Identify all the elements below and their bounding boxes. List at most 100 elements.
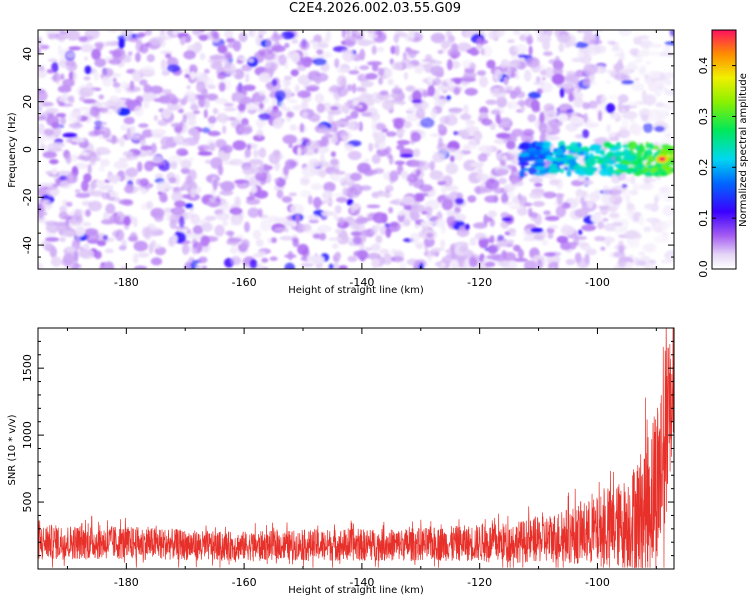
colorbar-label: Normalized spectral amplitude — [738, 73, 749, 227]
heatmap-cell — [341, 30, 346, 39]
heatmap-cell — [344, 35, 356, 48]
heatmap-cell — [244, 221, 250, 233]
heatmap-cell — [90, 190, 104, 197]
heatmap-cell — [575, 189, 583, 197]
heatmap-cell — [456, 42, 472, 52]
colorbar-tick-label: 0.1 — [697, 209, 710, 227]
heatmap-cell — [555, 205, 567, 218]
heatmap-cell — [189, 156, 194, 162]
heatmap-cell — [642, 94, 657, 106]
heatmap-cell — [170, 207, 186, 215]
heatmap-cell — [123, 215, 131, 226]
heatmap-cell — [507, 103, 513, 109]
heatmap-cell — [124, 184, 134, 194]
heatmap-cell — [547, 119, 563, 128]
heatmap-cell — [403, 218, 411, 226]
heatmap-cell — [133, 216, 138, 228]
heatmap-cell — [501, 117, 512, 125]
heatmap-cell — [330, 106, 339, 111]
heatmap-cell — [269, 256, 278, 262]
heatmap-cell — [625, 230, 639, 239]
heatmap-cell — [365, 247, 373, 252]
heatmap-cell — [617, 101, 623, 113]
heatmap-cell — [161, 108, 172, 120]
heatmap-cell — [448, 107, 463, 113]
signal-band-cell — [548, 163, 558, 168]
heatmap-cell — [653, 114, 658, 121]
heatmap-cell — [394, 100, 407, 105]
heatmap-cell — [666, 220, 674, 229]
heatmap-cell — [405, 63, 415, 69]
heatmap-cell — [88, 200, 103, 212]
heatmap-cell — [171, 103, 183, 110]
heatmap-cell — [124, 98, 133, 107]
heatmap-cell — [528, 191, 544, 199]
heatmap-cell — [193, 41, 203, 52]
heatmap-cell — [217, 74, 226, 80]
signal-band-cell — [589, 144, 601, 150]
signal-band-cell — [618, 164, 630, 171]
heatmap-cell — [559, 87, 565, 98]
heatmap-cell — [258, 208, 263, 218]
heatmap-cell — [350, 183, 363, 196]
heatmap-cell — [441, 198, 454, 211]
heatmap-cell — [556, 107, 561, 116]
heatmap-cell — [38, 262, 44, 269]
heatmap-cell — [47, 58, 58, 63]
heatmap-cell — [669, 30, 674, 37]
heatmap-cell — [42, 151, 57, 159]
heatmap-cell — [490, 109, 501, 115]
heatmap-cell — [545, 135, 561, 141]
heatmap-cell — [468, 256, 478, 268]
heatmap-cell — [227, 42, 235, 49]
heatmap-cell — [653, 235, 668, 244]
heatmap-cell — [505, 86, 514, 90]
heatmap-cell — [135, 33, 142, 45]
heatmap-cell — [576, 236, 588, 240]
heatmap-cell — [583, 77, 591, 86]
heatmap-cell — [503, 183, 516, 192]
heatmap-cell — [628, 61, 637, 66]
heatmap-cell — [582, 129, 590, 139]
heatmap-cell — [98, 101, 106, 106]
heatmap-cell — [478, 112, 489, 119]
heatmap-cell — [102, 75, 113, 87]
heatmap-cell — [313, 196, 322, 209]
heatmap-cell — [554, 55, 561, 67]
heatmap-cell — [62, 132, 78, 138]
heatmap-cell — [331, 243, 339, 249]
heatmap-cell — [299, 123, 305, 133]
heatmap-cell — [543, 210, 551, 216]
heatmap-cell — [445, 95, 452, 101]
heatmap-cell — [223, 107, 237, 112]
heatmap-cell — [500, 212, 510, 219]
heatmap-cell — [104, 248, 114, 254]
heatmap-cell — [60, 103, 73, 107]
heatmap-cell — [469, 62, 476, 71]
heatmap-cell — [314, 93, 325, 104]
heatmap-cell — [248, 158, 264, 166]
heatmap-cell — [193, 110, 201, 115]
heatmap-cell — [394, 160, 406, 166]
heatmap-cell — [174, 200, 186, 208]
heatmap-cell — [38, 137, 45, 144]
snr-xlabel: Height of straight line (km) — [288, 585, 424, 596]
heatmap-cell — [289, 160, 298, 168]
heatmap-cell — [365, 73, 378, 80]
heatmap-cell — [644, 242, 657, 254]
heatmap-cell — [146, 200, 154, 210]
signal-band-cell — [518, 152, 530, 157]
heatmap-cell — [506, 141, 516, 150]
heatmap-cell — [665, 132, 672, 138]
heatmap-cell — [482, 45, 493, 58]
heatmap-cell — [574, 41, 589, 49]
heatmap-ticks: -180 -160 -140 -120 -100 -40 -20 0 20 40 — [21, 30, 674, 289]
heatmap-cell — [437, 123, 445, 131]
heatmap-cell — [301, 56, 313, 68]
heatmap-cell — [445, 30, 452, 38]
heatmap-cell — [585, 248, 598, 256]
heatmap-cell — [45, 186, 60, 197]
heatmap-cell — [442, 83, 450, 87]
heatmap-cell — [102, 68, 114, 77]
heatmap-cell — [347, 255, 358, 262]
